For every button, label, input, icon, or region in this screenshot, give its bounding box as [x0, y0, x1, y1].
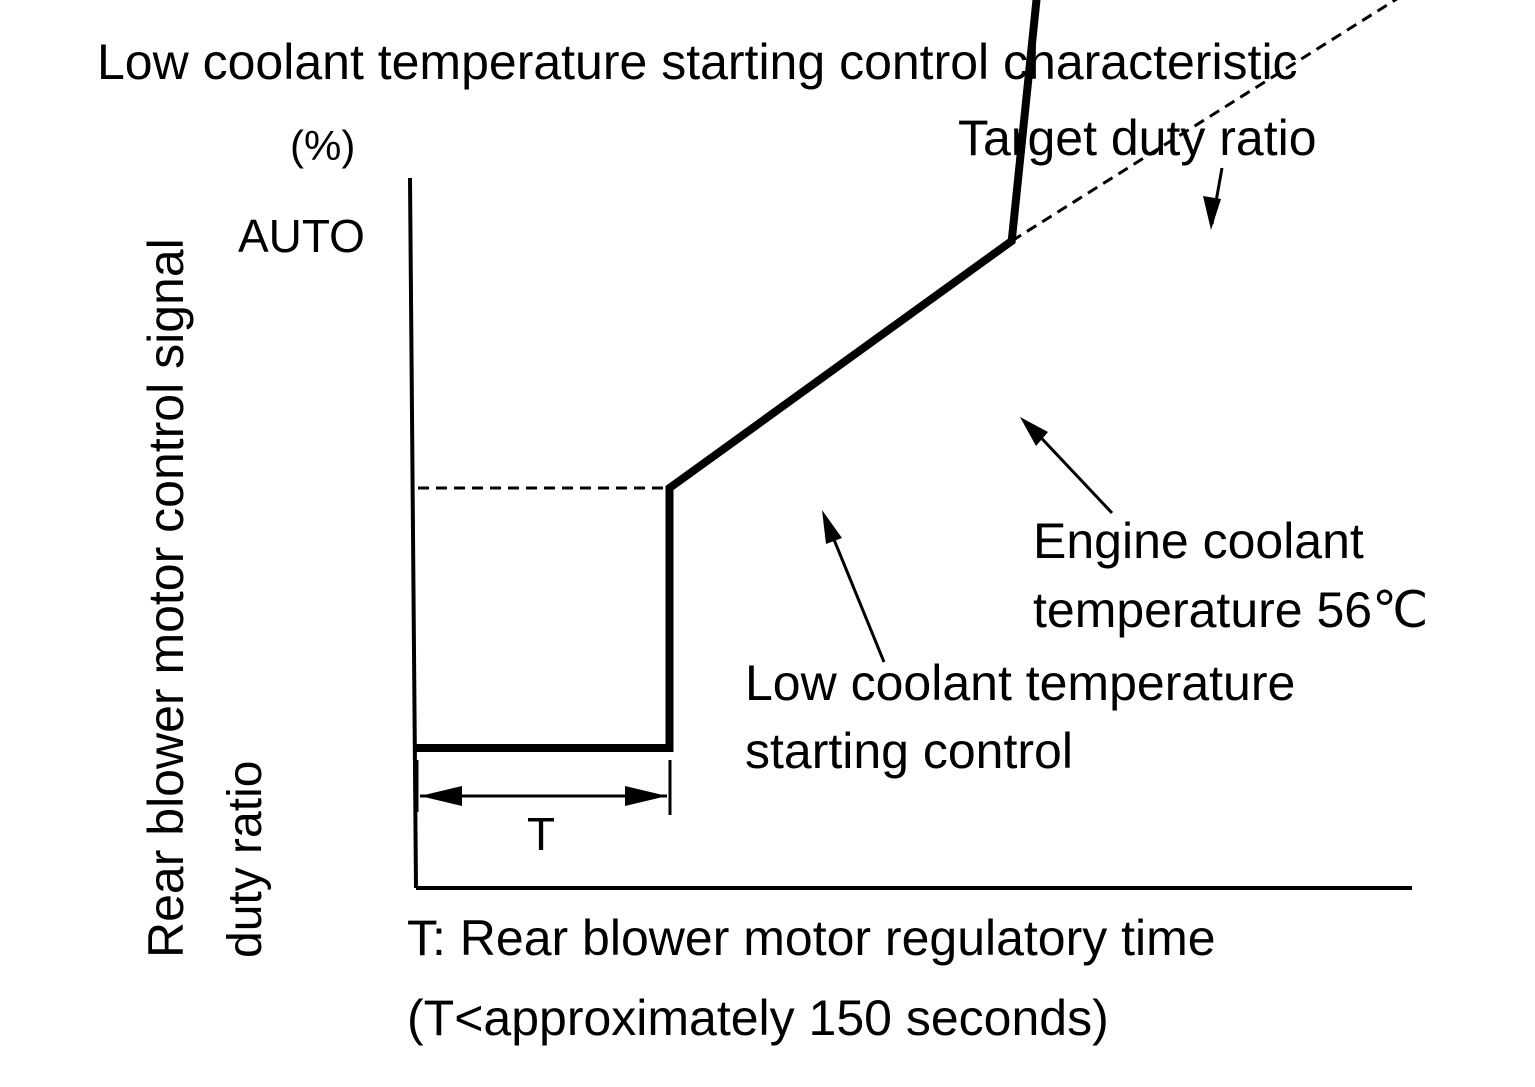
x-note-line1: T: Rear blower motor regulatory time [407, 910, 1216, 966]
interval-arrowhead-left [420, 786, 462, 806]
annotation-low-coolant-line1: Low coolant temperature [745, 655, 1295, 711]
y-axis [408, 177, 418, 889]
pointer-arrowhead-target [1203, 196, 1221, 230]
series-line-low-coolant-control [416, 0, 1041, 752]
y-axis-label: Rear blower motor control signal [138, 238, 194, 958]
pointer-engine-coolant [1028, 424, 1114, 515]
pointer-arrowhead-low-coolant [822, 510, 842, 544]
interval-label: T [527, 808, 555, 860]
annotation-target-duty-ratio: Target duty ratio [958, 110, 1317, 166]
interval-arrowhead-right [625, 786, 667, 806]
annotation-low-coolant-line2: starting control [745, 723, 1073, 779]
chart-title: Low coolant temperature starting control… [97, 34, 1298, 90]
y-axis-unit: (%) [290, 122, 355, 169]
target-duty-ratio-dashed-line [1010, 0, 1398, 243]
annotation-engine-coolant-line1: Engine coolant [1033, 513, 1364, 569]
annotation-engine-coolant-line2: temperature 56℃ [1033, 582, 1428, 638]
pointer-low-coolant [824, 519, 886, 663]
y-tick-label-auto: AUTO [238, 210, 365, 262]
pointer-arrowhead-engine-coolant [1020, 417, 1048, 446]
y-axis-label-line2: duty ratio [219, 761, 272, 958]
x-note-line2: (T<approximately 150 seconds) [407, 990, 1109, 1046]
